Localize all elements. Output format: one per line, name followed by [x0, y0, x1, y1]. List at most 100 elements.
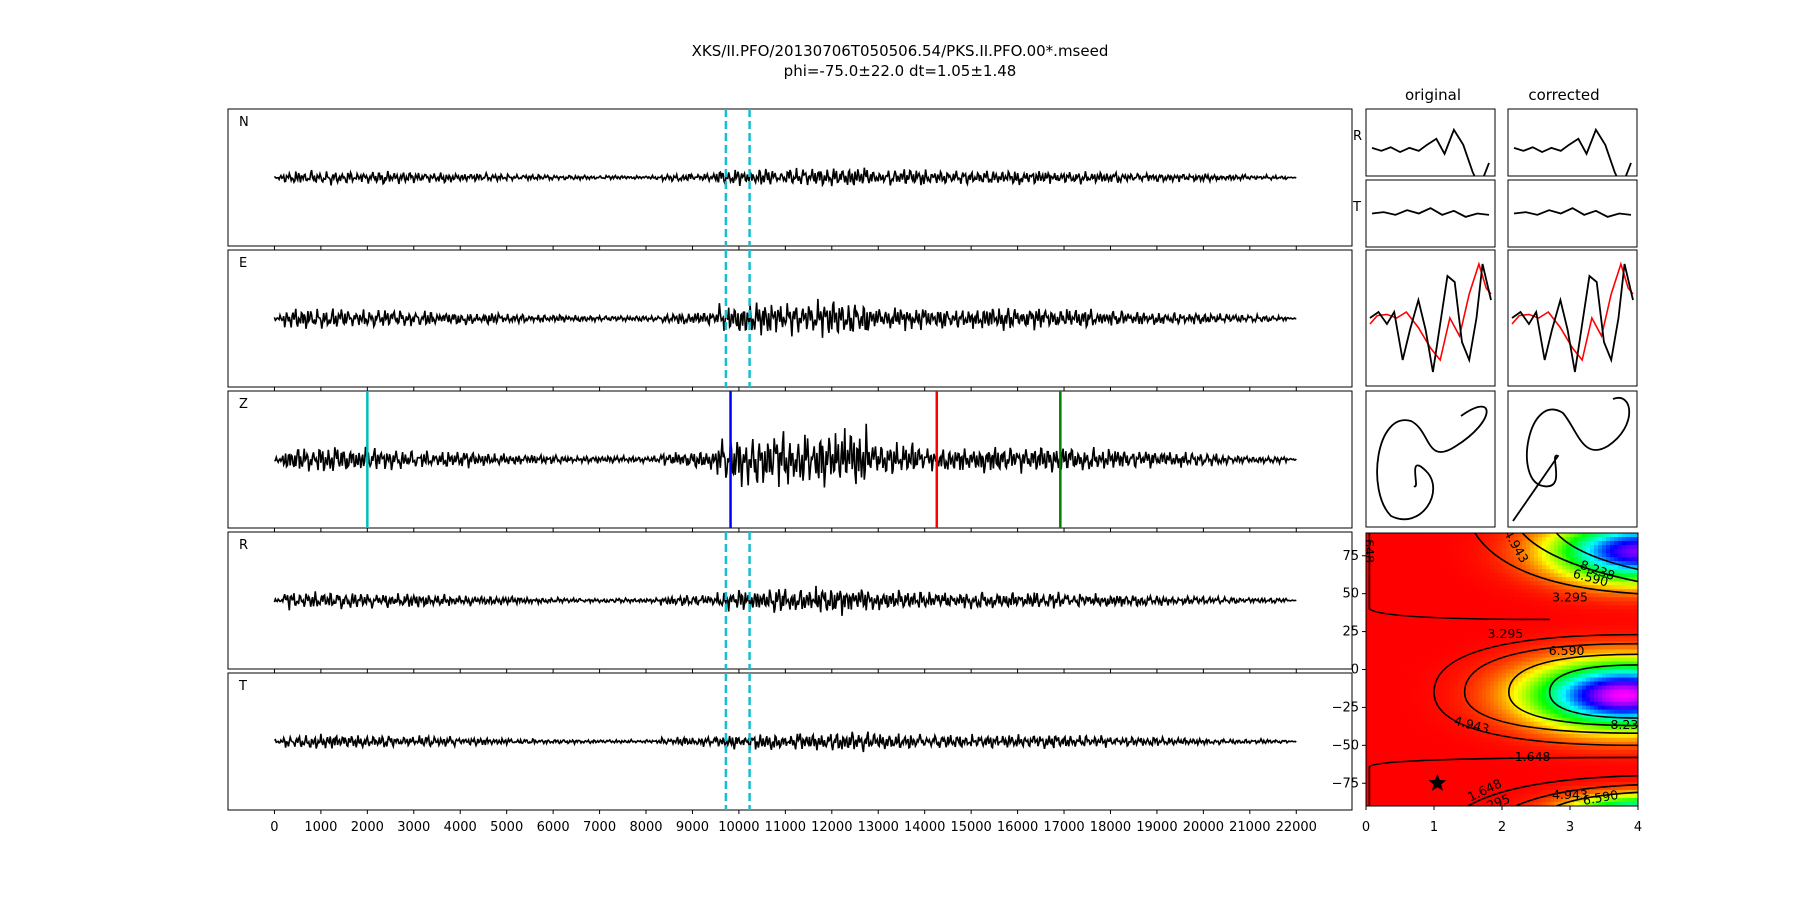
- heatmap-cell: [1446, 681, 1451, 687]
- heatmap-cell: [1498, 597, 1503, 602]
- heatmap-cell: [1518, 541, 1523, 546]
- heatmap-cell: [1466, 769, 1471, 775]
- heatmap-cell: [1598, 693, 1603, 699]
- particle-motion-trace: [1512, 396, 1631, 522]
- heatmap-cell: [1442, 577, 1447, 582]
- heatmap-cell: [1382, 537, 1387, 542]
- heatmap-cell: [1494, 589, 1499, 594]
- heatmap-cell: [1582, 577, 1587, 582]
- heatmap-cell: [1486, 697, 1491, 703]
- heatmap-cell: [1594, 609, 1599, 614]
- heatmap-cell: [1378, 741, 1383, 747]
- heatmap-cell: [1474, 657, 1479, 663]
- heatmap-cell: [1602, 545, 1607, 550]
- heatmap-cell: [1394, 609, 1399, 614]
- heatmap-cell: [1402, 533, 1407, 538]
- heatmap-cell: [1502, 685, 1507, 691]
- heatmap-cell: [1562, 753, 1567, 759]
- heatmap-cell: [1402, 549, 1407, 554]
- heatmap-cell: [1462, 665, 1467, 671]
- heatmap-cell: [1586, 705, 1591, 711]
- heatmap-cell: [1386, 705, 1391, 711]
- heatmap-cell: [1502, 801, 1507, 806]
- heatmap-cell: [1422, 725, 1427, 731]
- heatmap-cell: [1462, 761, 1467, 767]
- heatmap-cell: [1490, 729, 1495, 735]
- heatmap-cell: [1410, 781, 1415, 787]
- heatmap-cell: [1634, 585, 1638, 590]
- heatmap-cell: [1494, 621, 1499, 626]
- heatmap-cell: [1546, 701, 1551, 707]
- heatmap-cell: [1546, 657, 1551, 663]
- heatmap-cell: [1542, 549, 1547, 554]
- heatmap-cell: [1602, 541, 1607, 546]
- heatmap-cell: [1502, 721, 1507, 727]
- heatmap-cell: [1522, 725, 1527, 731]
- heatmap-cell: [1482, 737, 1487, 743]
- heatmap-cell: [1366, 605, 1371, 610]
- heatmap-cell: [1430, 593, 1435, 598]
- heatmap-cell: [1530, 713, 1535, 719]
- heatmap-cell: [1366, 585, 1371, 590]
- heatmap-cell: [1602, 789, 1607, 795]
- heatmap-cell: [1610, 793, 1615, 799]
- heatmap-cell: [1434, 573, 1439, 578]
- heatmap-cell: [1578, 709, 1583, 715]
- heatmap-cell: [1614, 781, 1619, 787]
- heatmap-cell: [1594, 697, 1599, 703]
- heatmap-cell: [1550, 589, 1555, 594]
- heatmap-cell: [1478, 593, 1483, 598]
- x-tick-label: 7000: [583, 820, 616, 835]
- heatmap-cell: [1522, 557, 1527, 562]
- heatmap-cell: [1466, 561, 1471, 566]
- heatmap-cell: [1462, 709, 1467, 715]
- heatmap-cell: [1402, 601, 1407, 606]
- error-surface-panel: 1.648 4.9438.2386.5903.2953.2956.5904.943…: [1332, 532, 1642, 835]
- heatmap-cell: [1366, 629, 1371, 634]
- heatmap-cell: [1570, 557, 1575, 562]
- heatmap-cell: [1442, 741, 1447, 747]
- heatmap-cell: [1382, 765, 1387, 771]
- heatmap-cell: [1366, 649, 1371, 655]
- heatmap-cell: [1422, 585, 1427, 590]
- heatmap-cell: [1610, 741, 1615, 747]
- heatmap-cell: [1630, 537, 1635, 542]
- heatmap-cell: [1566, 709, 1571, 715]
- heatmap-cell: [1486, 569, 1491, 574]
- heatmap-cell: [1534, 665, 1539, 671]
- heatmap-cell: [1606, 561, 1611, 566]
- heatmap-cell: [1410, 657, 1415, 663]
- heatmap-cell: [1562, 637, 1567, 642]
- heatmap-cell: [1450, 621, 1455, 626]
- heatmap-cell: [1618, 713, 1623, 719]
- heatmap-cell: [1450, 649, 1455, 655]
- heatmap-cell: [1442, 653, 1447, 659]
- heatmap-cell: [1582, 613, 1587, 618]
- heatmap-cell: [1502, 669, 1507, 675]
- heatmap-cell: [1482, 757, 1487, 763]
- heatmap-cell: [1574, 801, 1579, 806]
- heatmap-cell: [1426, 717, 1431, 723]
- waveform-trace: [273, 167, 1297, 188]
- heatmap-cell: [1634, 653, 1638, 659]
- heatmap-cell: [1630, 797, 1635, 803]
- heatmap-cell: [1610, 617, 1615, 622]
- heatmap-cell: [1414, 565, 1419, 570]
- heatmap-cell: [1450, 641, 1455, 647]
- heatmap-cell: [1414, 761, 1419, 767]
- heatmap-cell: [1402, 681, 1407, 687]
- heatmap-cell: [1546, 797, 1551, 803]
- heatmap-cell: [1458, 717, 1463, 723]
- heatmap-cell: [1438, 641, 1443, 647]
- heatmap-cell: [1370, 733, 1375, 739]
- heatmap-cell: [1522, 625, 1527, 630]
- heatmap-cell: [1382, 717, 1387, 723]
- heatmap-cell: [1562, 617, 1567, 622]
- heatmap-cell: [1410, 721, 1415, 727]
- heatmap-cell: [1574, 781, 1579, 787]
- heatmap-cell: [1370, 753, 1375, 759]
- heatmap-cell: [1378, 673, 1383, 679]
- heatmap-cell: [1562, 645, 1567, 651]
- heatmap-cell: [1370, 709, 1375, 715]
- heatmap-cell: [1462, 773, 1467, 779]
